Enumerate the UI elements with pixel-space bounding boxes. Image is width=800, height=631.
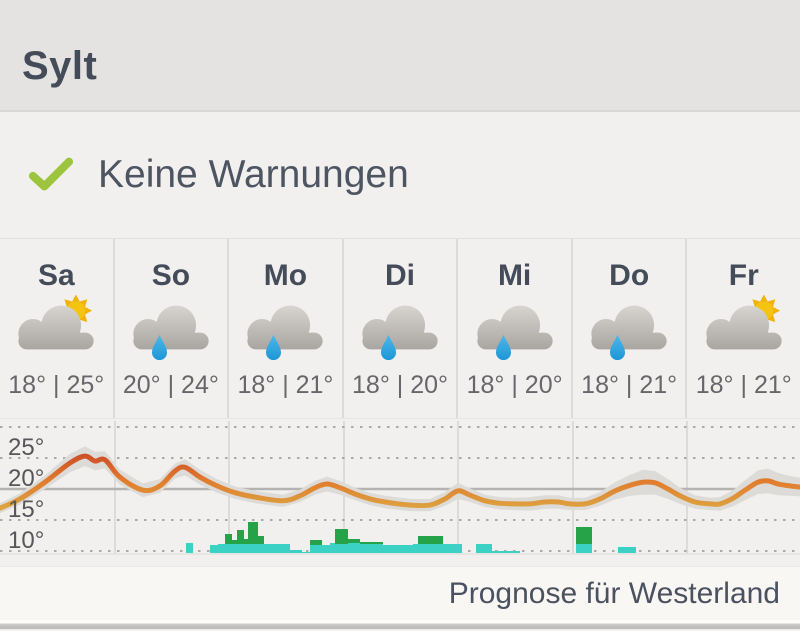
precip-bar-light	[302, 552, 310, 553]
raindrop-icon	[610, 334, 626, 361]
precip-bar-light	[576, 544, 592, 553]
footer: Prognose für Westerland	[0, 566, 800, 620]
precip-bar-light	[237, 544, 244, 553]
day-label: Sa	[37, 259, 75, 292]
cloud-icon	[18, 305, 94, 350]
precip-bar-light	[413, 544, 418, 553]
precip-bar-light	[618, 547, 636, 553]
precip-bar-heavy	[576, 527, 592, 544]
cloud-icon	[476, 305, 553, 350]
precip-bar-heavy	[418, 536, 443, 544]
day-label: Di	[385, 259, 416, 292]
day-label: Mo	[263, 259, 308, 292]
precip-bar-light	[330, 543, 335, 553]
day-column-mi[interactable]: Mi	[456, 239, 571, 418]
weather-icon	[344, 297, 457, 367]
y-axis-tick: 10°	[8, 527, 45, 554]
warning-text: Keine Warnungen	[98, 153, 409, 196]
precip-bar-light	[290, 550, 302, 553]
page-title: Sylt	[22, 44, 98, 88]
day-label: So	[151, 259, 191, 292]
warning-row[interactable]: Keine Warnungen	[0, 112, 800, 238]
raindrop-icon	[266, 334, 282, 361]
y-axis-tick: 20°	[8, 465, 45, 492]
day-temps: 18° | 20°	[466, 371, 563, 399]
weather-icon	[573, 297, 686, 367]
precip-bar-light	[492, 551, 520, 553]
precip-bar-light	[225, 544, 232, 553]
temperature-precipitation-chart	[0, 421, 800, 555]
precip-bar-heavy	[232, 540, 237, 544]
precip-bar-heavy	[248, 522, 258, 544]
day-temps: 18° | 21°	[237, 371, 334, 399]
cloud-icon	[247, 305, 324, 350]
precip-bar-light	[244, 544, 248, 553]
day-column-fr[interactable]: Fr	[685, 239, 800, 418]
raindrop-icon	[151, 334, 167, 361]
raindrop-icon	[380, 334, 397, 361]
cloud-icon	[706, 305, 782, 350]
footer-caption: Prognose für Westerland	[448, 576, 780, 610]
precip-bar-heavy	[225, 534, 232, 544]
precip-bar-light	[218, 544, 225, 553]
titlebar: Sylt	[0, 0, 800, 112]
day-column-mo[interactable]: Mo	[227, 239, 342, 418]
day-label: Fr	[728, 259, 759, 292]
precip-bar-heavy	[335, 529, 348, 544]
precip-bar-light	[418, 544, 443, 553]
precip-bar-heavy	[310, 540, 322, 545]
precip-bar-light	[264, 544, 290, 553]
cloud-icon	[133, 305, 209, 350]
precip-bar-heavy	[348, 539, 360, 543]
y-axis-tick: 15°	[8, 496, 45, 523]
precip-bar-heavy	[360, 542, 383, 544]
day-label: Do	[609, 259, 650, 292]
weather-icon	[0, 295, 113, 367]
day-temps: 20° | 24°	[122, 371, 219, 399]
precip-bar-light	[360, 544, 383, 553]
y-axis-tick: 25°	[8, 434, 45, 461]
forecast-days-row: Sa	[0, 238, 800, 418]
weather-icon	[687, 295, 800, 367]
cloud-icon	[591, 305, 667, 350]
weather-icon	[458, 297, 571, 367]
precip-bar-light	[322, 545, 330, 553]
day-column-do[interactable]: Do	[570, 239, 686, 418]
day-column-so[interactable]: So	[112, 239, 228, 418]
temperature-curve	[0, 453, 800, 511]
precip-bar-light	[210, 545, 218, 553]
day-temps: 18° | 25°	[8, 371, 105, 399]
precip-bar-heavy	[244, 539, 248, 544]
precip-bar-light	[476, 544, 492, 553]
raindrop-icon	[495, 334, 511, 361]
day-temps: 18° | 21°	[581, 371, 678, 399]
day-column-di[interactable]: Di	[341, 239, 457, 418]
precip-bar-light	[248, 544, 258, 553]
precip-bar-heavy	[258, 536, 264, 544]
forecast-chart: 25° 20° 15° 10°	[0, 418, 800, 566]
precip-bar-light	[335, 544, 348, 553]
precip-bar-heavy	[237, 530, 244, 544]
cloud-icon	[362, 305, 438, 350]
day-column-sa[interactable]: Sa	[0, 239, 113, 418]
day-label: Mi	[497, 259, 532, 292]
precip-bar-light	[232, 544, 237, 553]
day-temps: 18° | 20°	[352, 371, 449, 399]
check-icon	[28, 157, 74, 191]
precip-bar-light	[186, 543, 193, 553]
precip-bar-light	[383, 545, 413, 553]
day-temps: 18° | 21°	[695, 371, 792, 399]
weather-icon	[115, 297, 228, 367]
precip-bar-light	[348, 543, 360, 553]
precip-bar-light	[443, 544, 462, 553]
precip-bar-light	[310, 545, 322, 553]
precip-bar-light	[258, 544, 264, 553]
weather-icon	[229, 297, 342, 367]
bottom-strip	[0, 620, 800, 629]
